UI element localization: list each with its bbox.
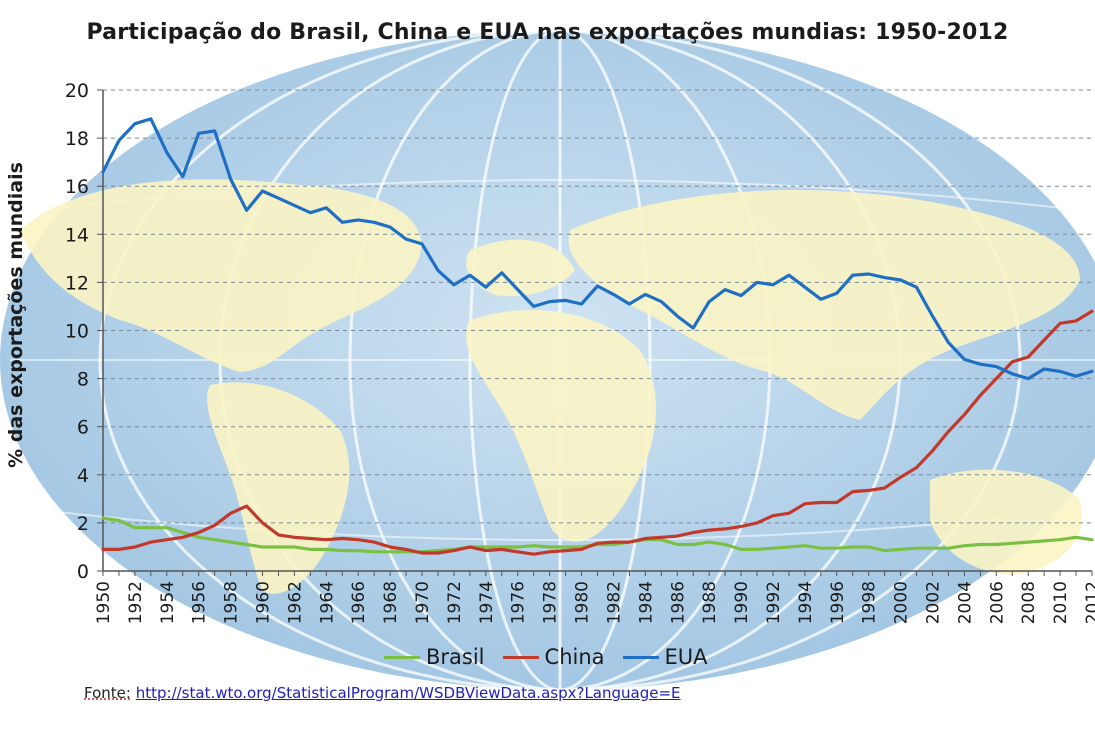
x-tick-label-1966: 1966 [349, 581, 369, 624]
x-tick-label-1950: 1950 [94, 581, 114, 624]
series-line-china [101, 309, 1094, 556]
y-tick-label-6: 6 [77, 417, 89, 439]
y-tick-label-8: 8 [77, 369, 89, 391]
legend-item-eua: EUA [622, 645, 708, 669]
y-axis-label: % das exportações mundiais [5, 162, 27, 468]
legend: Brasil China EUA [384, 645, 726, 669]
y-tick-label-20: 20 [65, 80, 89, 102]
y-tick-label-14: 14 [65, 224, 89, 246]
x-tick-label-1968: 1968 [381, 581, 401, 624]
x-tick-label-1972: 1972 [445, 581, 465, 624]
source-link[interactable]: http://stat.wto.org/StatisticalProgram/W… [135, 684, 681, 702]
x-tick-label-1994: 1994 [796, 581, 816, 624]
series-line-eua [101, 117, 1094, 381]
x-tick-label-2012: 2012 [1083, 581, 1095, 624]
x-tick-label-1956: 1956 [190, 581, 210, 624]
x-tick-label-1976: 1976 [509, 581, 529, 624]
x-tick-labels: 1950 1952 1954 1956 1958 1960 1962 1964 1966 1968… [94, 581, 1095, 624]
x-tick-label-1960: 1960 [254, 581, 274, 624]
legend-swatch-eua [622, 655, 659, 659]
x-tick-label-1992: 1992 [764, 581, 784, 624]
x-tick-label-1980: 1980 [573, 581, 593, 624]
grid-lines [103, 89, 1092, 524]
source-note: Fonte: http://stat.wto.org/StatisticalPr… [84, 684, 681, 702]
y-tick-label-18: 18 [65, 128, 89, 150]
x-tick-label-1974: 1974 [477, 581, 497, 624]
y-tick-labels: 0 2 4 6 8 10 12 14 16 18 20 [65, 80, 89, 583]
x-tick-label-2008: 2008 [1019, 581, 1039, 624]
continents [20, 179, 1082, 594]
x-tick-label-1982: 1982 [604, 581, 624, 624]
x-tick-label-2006: 2006 [987, 581, 1007, 624]
y-tick-label-10: 10 [65, 321, 89, 343]
legend-item-china: China [502, 645, 605, 669]
y-tick-label-12: 12 [65, 272, 89, 294]
x-tick-label-1962: 1962 [285, 581, 305, 624]
x-tick-label-1952: 1952 [126, 581, 146, 624]
y-tick-label-0: 0 [77, 561, 89, 583]
x-tick-label-2004: 2004 [955, 581, 975, 624]
x-tick-label-1996: 1996 [828, 581, 848, 624]
series-lines [101, 117, 1094, 556]
y-tick-label-2: 2 [77, 513, 89, 535]
x-tick-label-1978: 1978 [541, 581, 561, 624]
chart-title: Participação do Brasil, China e EUA nas … [86, 20, 1009, 45]
y-tick-label-16: 16 [65, 176, 89, 198]
legend-item-brasil: Brasil [384, 645, 485, 669]
x-tick-label-1988: 1988 [700, 581, 720, 624]
x-tick-label-1984: 1984 [636, 581, 656, 624]
source-label: Fonte: [84, 684, 131, 702]
x-tick-label-1990: 1990 [732, 581, 752, 624]
x-tick-label-1954: 1954 [158, 581, 178, 624]
x-tick-label-1958: 1958 [222, 581, 242, 624]
y-tick-label-4: 4 [77, 465, 89, 487]
x-tick-label-1970: 1970 [413, 581, 433, 624]
legend-swatch-china [502, 655, 539, 659]
x-tick-label-1986: 1986 [668, 581, 688, 624]
x-tick-label-2000: 2000 [892, 581, 912, 624]
x-tick-label-1964: 1964 [317, 581, 337, 624]
x-tick-label-2002: 2002 [923, 581, 943, 624]
legend-label-china: China [544, 645, 605, 669]
legend-swatch-brasil [384, 655, 420, 659]
legend-label-eua: EUA [664, 645, 708, 669]
x-tick-label-1998: 1998 [860, 581, 880, 624]
legend-label-brasil: Brasil [426, 645, 485, 669]
x-tick-label-2010: 2010 [1051, 581, 1071, 624]
